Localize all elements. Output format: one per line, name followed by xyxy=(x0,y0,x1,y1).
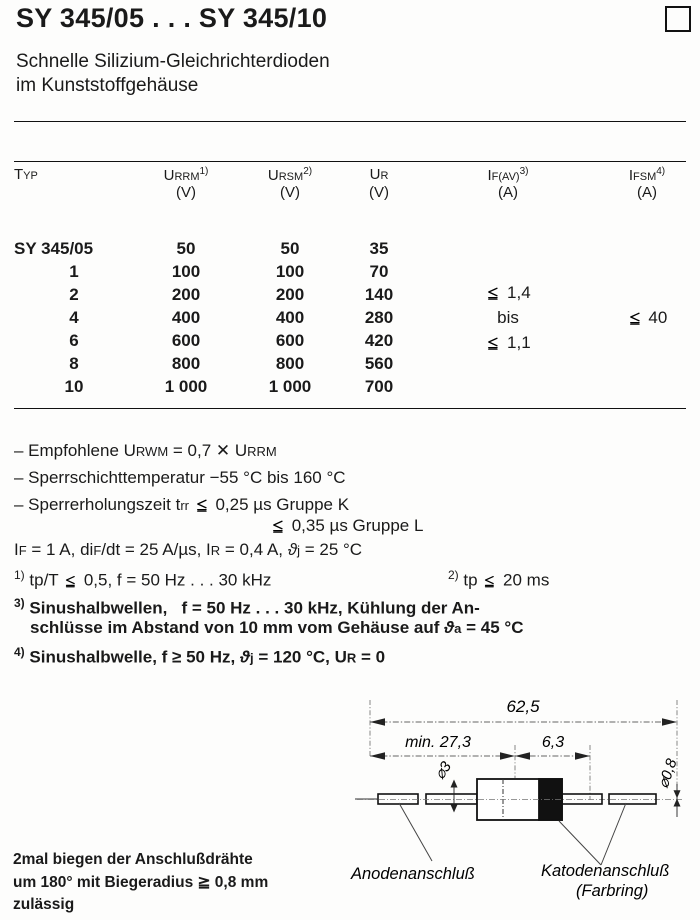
svg-text:(Farbring): (Farbring) xyxy=(576,882,648,900)
svg-text:6,3: 6,3 xyxy=(542,734,564,751)
svg-text:62,5: 62,5 xyxy=(506,697,540,716)
svg-text:Anodenanschluß: Anodenanschluß xyxy=(350,865,475,883)
svg-text:min. 27,3: min. 27,3 xyxy=(405,734,471,751)
svg-text:Katodenanschluß: Katodenanschluß xyxy=(541,862,669,880)
svg-text:⌀3: ⌀3 xyxy=(431,758,455,782)
